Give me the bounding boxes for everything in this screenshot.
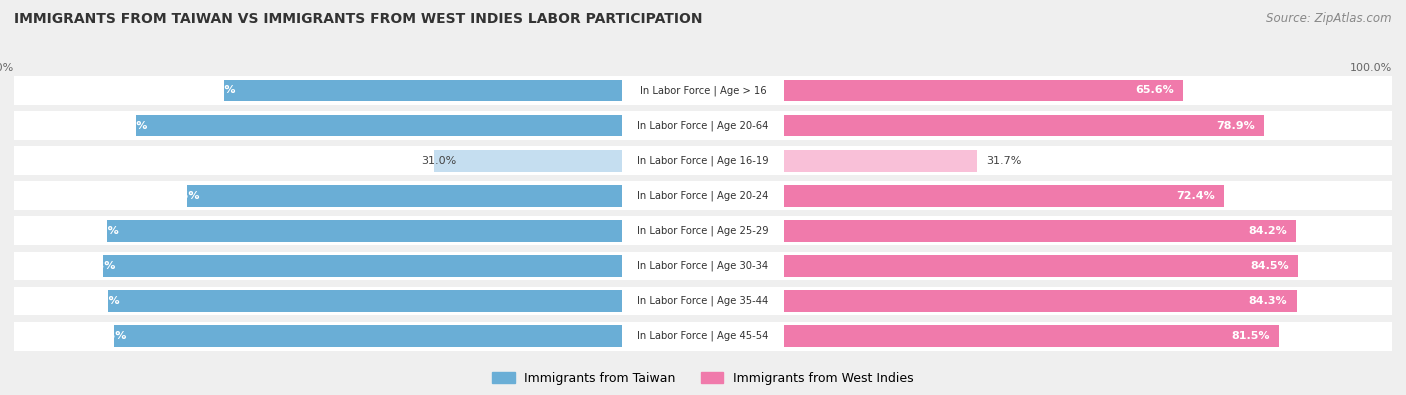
Bar: [785, 185, 1225, 207]
Bar: [621, 76, 785, 105]
Bar: [785, 216, 1392, 245]
Text: In Labor Force | Age > 16: In Labor Force | Age > 16: [640, 85, 766, 96]
Bar: [433, 150, 621, 171]
Text: In Labor Force | Age 16-19: In Labor Force | Age 16-19: [637, 155, 769, 166]
Bar: [14, 111, 621, 140]
Text: 78.9%: 78.9%: [1216, 120, 1254, 130]
Bar: [114, 325, 621, 347]
Bar: [785, 76, 1392, 105]
Bar: [785, 115, 1264, 136]
Bar: [135, 115, 621, 136]
Bar: [785, 150, 977, 171]
Bar: [621, 146, 785, 175]
Text: In Labor Force | Age 45-54: In Labor Force | Age 45-54: [637, 331, 769, 341]
Bar: [785, 325, 1279, 347]
Bar: [785, 220, 1296, 242]
Bar: [785, 79, 1182, 101]
Bar: [14, 76, 621, 105]
Text: In Labor Force | Age 35-44: In Labor Force | Age 35-44: [637, 296, 769, 307]
Bar: [785, 287, 1392, 316]
Text: 85.3%: 85.3%: [77, 261, 115, 271]
Text: 100.0%: 100.0%: [1350, 63, 1392, 73]
Bar: [785, 290, 1296, 312]
Bar: [621, 287, 785, 316]
Bar: [14, 181, 621, 210]
Text: 84.5%: 84.5%: [1250, 261, 1289, 271]
Text: 84.3%: 84.3%: [1249, 296, 1288, 306]
Bar: [108, 290, 621, 312]
Text: In Labor Force | Age 25-29: In Labor Force | Age 25-29: [637, 226, 769, 236]
Text: 84.7%: 84.7%: [80, 226, 120, 236]
Legend: Immigrants from Taiwan, Immigrants from West Indies: Immigrants from Taiwan, Immigrants from …: [492, 372, 914, 385]
Text: 31.7%: 31.7%: [986, 156, 1021, 166]
Text: 100.0%: 100.0%: [0, 63, 14, 73]
Text: 72.4%: 72.4%: [1177, 191, 1215, 201]
Bar: [104, 255, 621, 277]
Bar: [785, 252, 1392, 280]
Bar: [621, 322, 785, 351]
Bar: [14, 146, 621, 175]
Text: 84.5%: 84.5%: [82, 296, 121, 306]
Bar: [224, 79, 621, 101]
Text: 31.0%: 31.0%: [422, 156, 457, 166]
Text: 71.5%: 71.5%: [160, 191, 200, 201]
Bar: [785, 111, 1392, 140]
Text: 65.5%: 65.5%: [197, 85, 236, 96]
Text: 65.6%: 65.6%: [1135, 85, 1174, 96]
Bar: [621, 252, 785, 280]
Bar: [621, 181, 785, 210]
Text: 83.5%: 83.5%: [89, 331, 127, 341]
Text: 84.2%: 84.2%: [1249, 226, 1286, 236]
Bar: [14, 216, 621, 245]
Bar: [785, 255, 1298, 277]
Text: In Labor Force | Age 20-24: In Labor Force | Age 20-24: [637, 190, 769, 201]
Bar: [621, 216, 785, 245]
Text: Source: ZipAtlas.com: Source: ZipAtlas.com: [1267, 12, 1392, 25]
Bar: [785, 146, 1392, 175]
Text: 81.5%: 81.5%: [1232, 331, 1271, 341]
Bar: [14, 322, 621, 351]
Bar: [785, 322, 1392, 351]
Text: IMMIGRANTS FROM TAIWAN VS IMMIGRANTS FROM WEST INDIES LABOR PARTICIPATION: IMMIGRANTS FROM TAIWAN VS IMMIGRANTS FRO…: [14, 12, 703, 26]
Text: In Labor Force | Age 20-64: In Labor Force | Age 20-64: [637, 120, 769, 131]
Text: In Labor Force | Age 30-34: In Labor Force | Age 30-34: [637, 261, 769, 271]
Bar: [107, 220, 621, 242]
Bar: [14, 252, 621, 280]
Bar: [785, 181, 1392, 210]
Bar: [14, 287, 621, 316]
Bar: [187, 185, 621, 207]
Bar: [621, 111, 785, 140]
Text: 80.0%: 80.0%: [110, 120, 148, 130]
